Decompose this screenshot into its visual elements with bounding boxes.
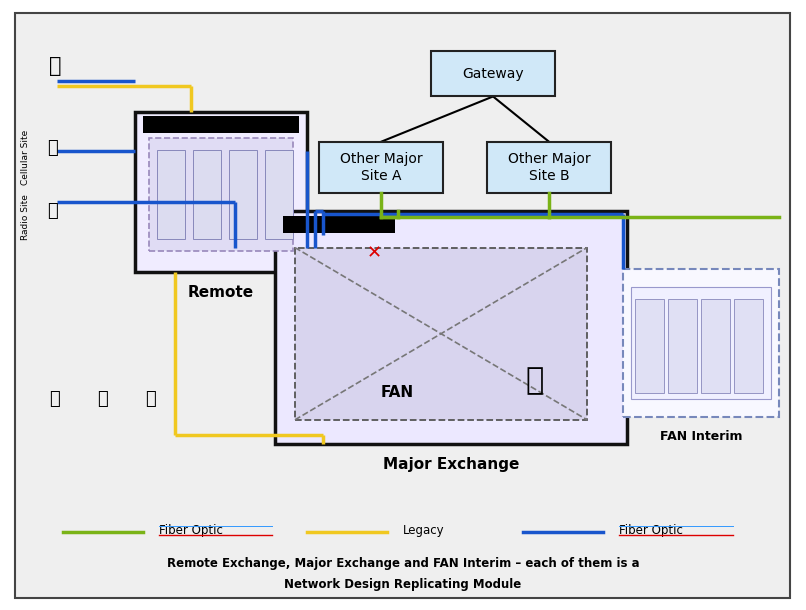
- Bar: [229, 149, 257, 239]
- FancyBboxPatch shape: [135, 112, 307, 272]
- Text: Remote Exchange, Major Exchange and FAN Interim – each of them is a: Remote Exchange, Major Exchange and FAN …: [167, 557, 639, 570]
- Text: 🏠: 🏠: [98, 390, 108, 407]
- FancyBboxPatch shape: [275, 211, 627, 444]
- FancyBboxPatch shape: [623, 269, 779, 417]
- FancyBboxPatch shape: [149, 138, 293, 251]
- Text: Major Exchange: Major Exchange: [383, 458, 519, 472]
- Text: 🗼: 🗼: [47, 139, 58, 157]
- Text: Other Major
Site A: Other Major Site A: [339, 152, 422, 182]
- Text: 🏠: 🏠: [48, 56, 61, 76]
- Bar: [157, 149, 185, 239]
- FancyBboxPatch shape: [487, 142, 611, 193]
- Text: FAN Interim: FAN Interim: [660, 430, 742, 443]
- Text: 🗼: 🗼: [47, 203, 58, 220]
- Text: Gateway: Gateway: [462, 67, 524, 81]
- Text: 🏠: 🏠: [49, 390, 60, 407]
- Bar: [193, 149, 221, 239]
- Text: ✕: ✕: [366, 245, 381, 263]
- Bar: [143, 117, 299, 134]
- Text: Radio Site: Radio Site: [21, 195, 30, 240]
- Bar: [701, 299, 730, 393]
- FancyBboxPatch shape: [295, 248, 587, 420]
- FancyBboxPatch shape: [15, 13, 790, 598]
- Text: Cellular Site: Cellular Site: [21, 129, 30, 185]
- Text: FAN: FAN: [380, 385, 413, 400]
- Text: Fiber Optic: Fiber Optic: [159, 524, 222, 537]
- Text: Network Design Replicating Module: Network Design Replicating Module: [285, 578, 521, 590]
- Text: 🏠: 🏠: [146, 390, 156, 407]
- Text: Remote: Remote: [188, 285, 254, 300]
- Text: Fiber Optic: Fiber Optic: [619, 524, 683, 537]
- Text: Other Major
Site B: Other Major Site B: [508, 152, 590, 182]
- Bar: [635, 299, 664, 393]
- FancyBboxPatch shape: [319, 142, 443, 193]
- Bar: [734, 299, 763, 393]
- Bar: [283, 216, 395, 233]
- FancyBboxPatch shape: [631, 287, 771, 399]
- Text: Legacy: Legacy: [403, 524, 445, 537]
- Text: 🔥: 🔥: [526, 366, 543, 395]
- Bar: [668, 299, 697, 393]
- FancyBboxPatch shape: [431, 51, 555, 96]
- Bar: [264, 149, 293, 239]
